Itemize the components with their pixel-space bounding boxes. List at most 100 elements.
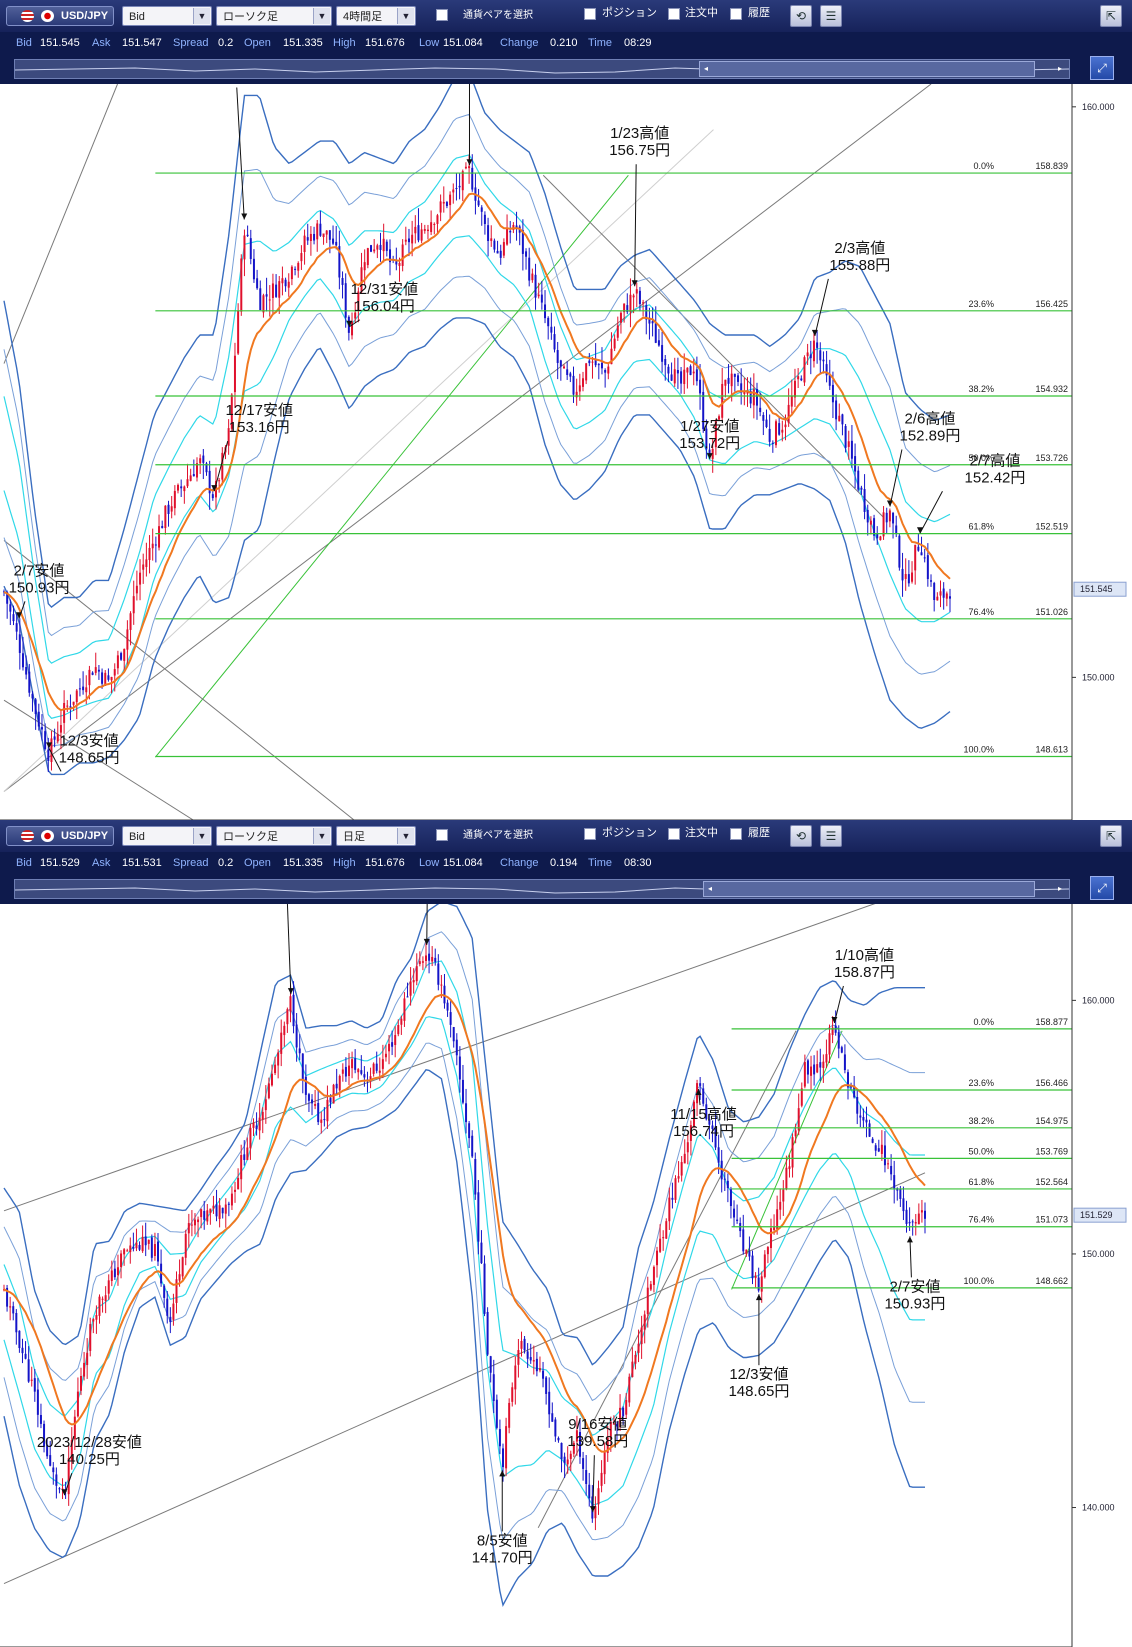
position-checkbox[interactable] [584,828,596,840]
history-checkbox[interactable] [730,8,742,20]
fibonacci-price-label: 154.975 [1035,1116,1068,1126]
candle-body [357,291,360,310]
candle-body [537,294,540,297]
candle-body [486,1311,489,1355]
candle-body [509,230,512,233]
candle-body [585,363,588,381]
candle-body [622,1407,625,1417]
chart-navigator[interactable]: ◂ ▸ [14,59,1070,79]
annotation-label: 2/7安値 [889,1278,940,1295]
open-label: Open [244,37,271,49]
candle-body [718,416,721,420]
candle-body [723,1178,726,1180]
jp-flag-icon [41,10,54,22]
timeframe-select[interactable]: 日足 ▼ [336,826,416,846]
candle-body [382,238,385,252]
orders-checkbox[interactable] [668,8,680,20]
candle-body [335,241,338,246]
bollinger-band-2sd-upper [3,113,951,637]
select-pair-checkbox[interactable] [436,9,448,21]
candle-body [705,1104,708,1120]
annotation-arrowhead [46,742,53,749]
price-type-select[interactable]: Bid ▼ [122,826,212,846]
candle-body [132,596,135,614]
candle-body [843,1054,846,1071]
candle-body [227,428,230,446]
navigator-range-handle[interactable] [699,61,1035,77]
fibonacci-level-label: 61.8% [968,1177,994,1187]
fibonacci-level-label: 38.2% [968,384,994,394]
candle-body [619,312,622,323]
candle-body [865,1119,868,1123]
candle-body [468,166,471,169]
candlestick-chart-4h[interactable]: 0.0% 158.839 23.6% 156.425 38.2% 154.932 50.0%… [0,84,1132,820]
candle-body [243,235,246,260]
arrow-right-icon[interactable]: ▸ [1057,64,1062,73]
candle-body [274,1064,277,1074]
candle-body [181,1257,184,1277]
change-value: 0.194 [550,857,578,869]
candle-body [400,1018,403,1025]
candle-body [397,1025,400,1035]
zoom-icon[interactable]: ⤢ [1090,56,1114,80]
candle-body [195,463,198,478]
orders-checkbox[interactable] [668,828,680,840]
zoom-icon[interactable]: ⤢ [1090,876,1114,900]
fibonacci-price-label: 148.613 [1035,744,1068,754]
candle-body [375,1063,378,1071]
candle-body [856,1096,859,1114]
toolbar: USD/JPY Bid ▼ ローソク足 ▼ 4時間足 ▼ 通貨ペアを選択 ポジション … [0,0,1132,33]
candle-body [354,312,357,319]
chart-type-select[interactable]: ローソク足 ▼ [216,826,332,846]
arrow-left-icon[interactable]: ◂ [707,884,712,893]
candle-body [116,655,119,669]
arrow-left-icon[interactable]: ◂ [703,64,708,73]
chart-type-select[interactable]: ローソク足 ▼ [216,6,332,26]
candle-body [748,1251,751,1257]
candle-body [76,1391,79,1417]
currency-pair-button[interactable]: USD/JPY [6,826,114,846]
candle-body [80,1375,83,1391]
candle-body [39,1414,42,1424]
refresh-icon[interactable]: ⟲ [790,825,812,847]
settings-panel-icon[interactable]: ☰ [820,5,842,27]
chevron-down-icon: ▼ [397,8,414,24]
time-label: Time [588,857,613,869]
candle-body [332,1084,335,1104]
navigator-range-handle[interactable] [703,881,1035,897]
ask-value: 151.531 [122,857,162,869]
candle-body [859,1115,862,1118]
plot-area [3,84,1072,820]
candle-body [695,369,698,382]
collapse-icon[interactable]: ⇱ [1100,825,1122,847]
candle-body [123,1249,126,1255]
select-pair-checkbox[interactable] [436,829,448,841]
candle-body [743,391,746,394]
candle-body [34,699,37,715]
currency-pair-button[interactable]: USD/JPY [6,6,114,26]
history-checkbox[interactable] [730,828,742,840]
collapse-icon[interactable]: ⇱ [1100,5,1122,27]
candle-body [860,487,863,490]
price-type-select[interactable]: Bid ▼ [122,6,212,26]
arrow-right-icon[interactable]: ▸ [1057,884,1062,893]
candlestick-chart-daily[interactable]: 0.0% 158.877 23.6% 156.466 38.2% 154.975 50.0%… [0,904,1132,1647]
fibonacci-trend-line [154,174,629,758]
refresh-icon[interactable]: ⟲ [790,5,812,27]
chevron-down-icon: ▼ [193,828,210,844]
candle-body [674,1178,677,1200]
chart-navigator[interactable]: ◂ ▸ [14,879,1070,899]
timeframe-select[interactable]: 4時間足 ▼ [336,6,416,26]
candle-body [844,426,847,448]
spread-value: 0.2 [218,857,234,869]
settings-panel-icon[interactable]: ☰ [820,825,842,847]
candle-body [237,1177,240,1190]
candle-body [917,1213,920,1225]
annotation-arrow [349,319,361,328]
candle-body [742,1229,745,1252]
candle-body [431,956,434,962]
candle-body [53,736,56,740]
position-checkbox[interactable] [584,8,596,20]
candle-body [110,676,113,681]
candle-body [151,543,154,549]
